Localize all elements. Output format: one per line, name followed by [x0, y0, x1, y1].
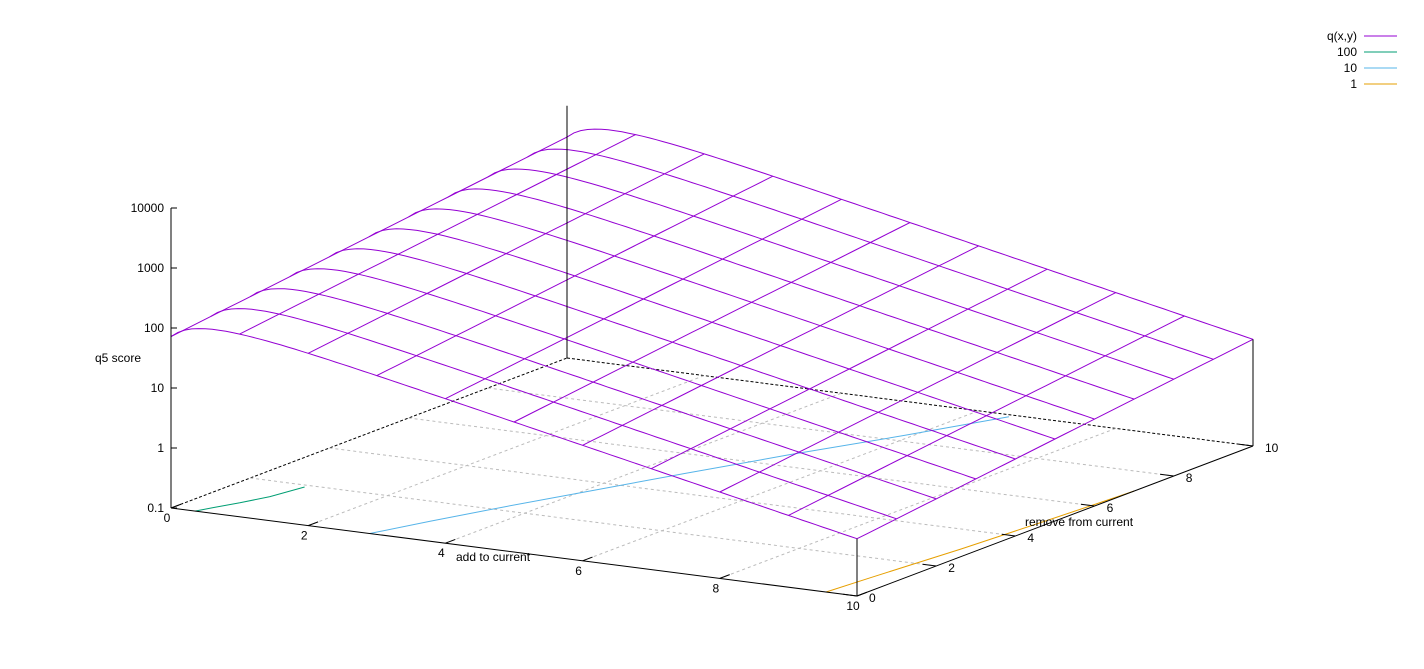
y-tick-3: [1080, 503, 1095, 507]
x-tick-label-0: 0: [164, 511, 171, 525]
floor-grid-y-6: [408, 417, 1095, 507]
surface-line-x-1: [239, 134, 636, 335]
contour-lines: [194, 416, 1135, 593]
surface-line-x-7: [650, 268, 1048, 470]
x-tick-0: [170, 503, 182, 509]
floor-grid-y-8: [487, 387, 1174, 477]
floor-grid-y-4: [329, 447, 1016, 537]
floor-grid: [250, 375, 1174, 579]
x-tick-label-2: 4: [438, 546, 445, 560]
x-tick-label-5: 10: [846, 599, 860, 613]
y-tick-5: [1239, 443, 1254, 447]
surface-line-y-0: [170, 328, 858, 540]
z-tick-label-3: 100: [144, 321, 164, 335]
surface-mesh: [170, 128, 1254, 540]
x-tick-4: [719, 574, 730, 579]
x-axis-label: add to current: [456, 550, 531, 564]
axis-labels: add to current remove from current q5 sc…: [95, 351, 1134, 564]
surface-line-y-1: [210, 308, 897, 520]
z-axis-label: q5 score: [95, 351, 141, 365]
legend-label-2: 10: [1344, 61, 1358, 75]
surface-line-x-9: [788, 315, 1185, 516]
surface-line-x-2: [307, 153, 705, 354]
x-tick-1: [308, 521, 319, 527]
y-tick-label-1: 2: [948, 561, 955, 575]
y-tick-label-2: 4: [1027, 531, 1034, 545]
x-tick-label-4: 8: [712, 581, 719, 595]
surface-line-x-10: [856, 338, 1254, 540]
surface-line-y-3: [289, 268, 976, 480]
legend: q(x,y) 100 10 1: [1327, 29, 1397, 91]
y-tick-0: [843, 593, 858, 597]
floor-grid-y-2: [250, 477, 937, 567]
x-tick-label-1: 2: [301, 529, 308, 543]
legend-label-0: q(x,y): [1327, 29, 1357, 43]
surface-line-x-6: [582, 245, 979, 446]
legend-label-1: 100: [1337, 45, 1357, 59]
y-axis-line: [856, 445, 1254, 597]
legend-label-3: 1: [1350, 77, 1357, 91]
x-tick-label-3: 6: [575, 564, 582, 578]
y-tick-1: [922, 563, 937, 567]
base-edge-back: [566, 357, 1254, 447]
z-tick-label-5: 10000: [131, 201, 165, 215]
floor-grid-x-4: [445, 392, 842, 544]
surface-line-x-3: [376, 175, 774, 377]
z-tick-label-4: 1000: [137, 261, 164, 275]
z-tick-label-1: 1: [157, 441, 164, 455]
floor-grid-x-2: [308, 375, 705, 527]
y-tick-label-3: 6: [1107, 501, 1114, 515]
x-tick-3: [582, 556, 593, 562]
surface-line-y-4: [329, 248, 1016, 460]
y-tick-label-5: 10: [1265, 441, 1279, 455]
y-tick-2: [1001, 533, 1016, 537]
contour-10: [369, 416, 1009, 534]
surface-line-x-0: [170, 136, 568, 338]
base-edge-left: [170, 357, 568, 509]
x-tick-5: [856, 591, 868, 597]
y-tick-label-0: 0: [869, 591, 876, 605]
y-tick-label-4: 8: [1186, 471, 1193, 485]
surface-line-x-8: [719, 292, 1117, 493]
floor-grid-x-8: [719, 427, 1116, 579]
y-axis-label: remove from current: [1025, 515, 1134, 529]
contour-100: [194, 486, 305, 512]
surface-line-y-2: [249, 288, 937, 500]
surface-line-x-4: [445, 198, 842, 400]
y-tick-4: [1160, 473, 1174, 477]
z-tick-label-0: 0.1: [147, 501, 164, 515]
x-tick-2: [445, 538, 456, 544]
floor-grid-x-6: [582, 410, 979, 562]
contour-1: [825, 490, 1135, 593]
z-tick-label-2: 10: [151, 381, 165, 395]
x-axis-line: [170, 507, 858, 597]
base-plane: [170, 357, 1254, 509]
surface-line-x-5: [513, 222, 911, 423]
